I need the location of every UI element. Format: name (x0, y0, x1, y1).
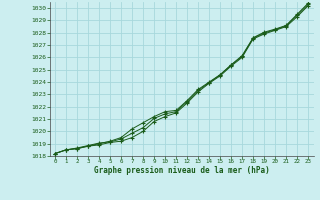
X-axis label: Graphe pression niveau de la mer (hPa): Graphe pression niveau de la mer (hPa) (94, 166, 269, 175)
